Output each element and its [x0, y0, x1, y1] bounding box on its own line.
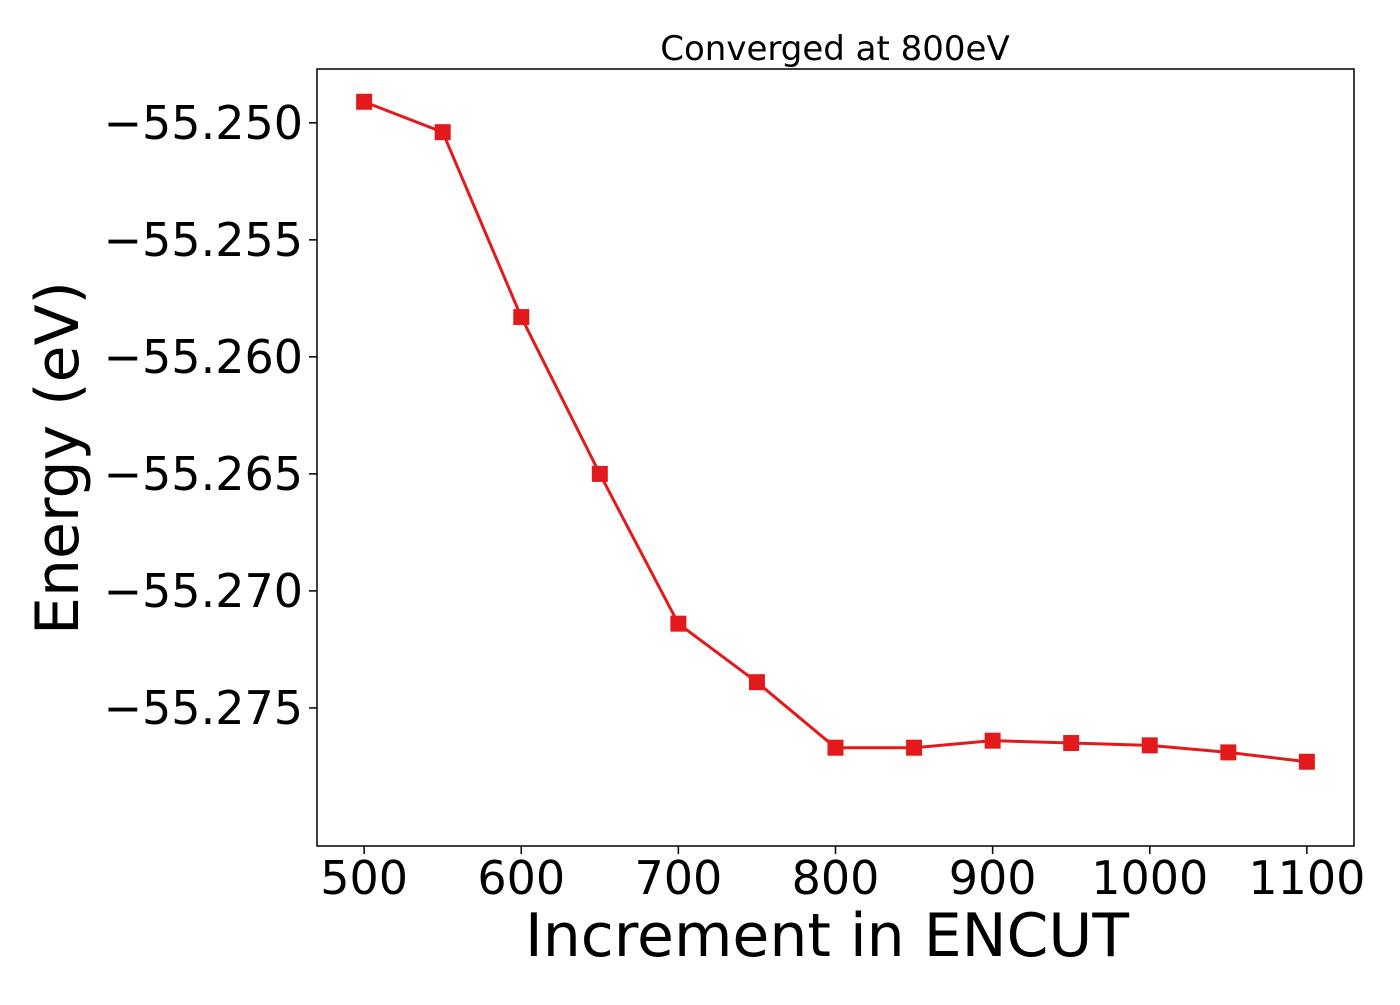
series-line — [363, 100, 1308, 764]
y-tick-label: −55.260 — [104, 330, 304, 384]
data-point — [513, 309, 530, 326]
x-tick-label: 700 — [634, 851, 722, 905]
y-tick-label: −55.270 — [104, 564, 304, 618]
data-point — [356, 93, 373, 110]
plot-frame — [316, 68, 1355, 847]
data-point — [434, 124, 451, 141]
y-tick-label: −55.250 — [104, 96, 304, 150]
x-tick-label: 600 — [477, 851, 565, 905]
y-axis: −55.250 −55.255 −55.260 −55.265 −55.270 −55.2… — [104, 96, 317, 735]
data-point — [591, 465, 608, 482]
chart-title: Converged at 800eV — [660, 29, 1009, 69]
data-point — [1220, 744, 1237, 761]
x-axis: 500 600 700 800 900 1000 1100 — [320, 846, 1365, 905]
x-tick-label: 800 — [792, 851, 880, 905]
x-axis-label: Increment in ENCUT — [525, 901, 1129, 971]
y-axis-label: Energy (eV) — [23, 281, 93, 635]
x-tick-label: 1000 — [1091, 851, 1208, 905]
data-point — [1063, 735, 1080, 752]
data-point — [748, 674, 765, 691]
data-point — [1298, 753, 1315, 770]
x-tick-label: 1100 — [1248, 851, 1365, 905]
data-point — [906, 739, 923, 756]
y-tick-label: −55.275 — [104, 681, 304, 735]
x-tick-label: 500 — [320, 851, 408, 905]
data-point — [984, 732, 1001, 749]
x-tick-label: 900 — [949, 851, 1037, 905]
data-point — [670, 615, 687, 632]
data-point — [1141, 737, 1158, 754]
data-point — [827, 739, 844, 756]
y-tick-label: −55.265 — [104, 447, 304, 501]
y-tick-label: −55.255 — [104, 213, 304, 267]
series-layer — [356, 93, 1315, 770]
